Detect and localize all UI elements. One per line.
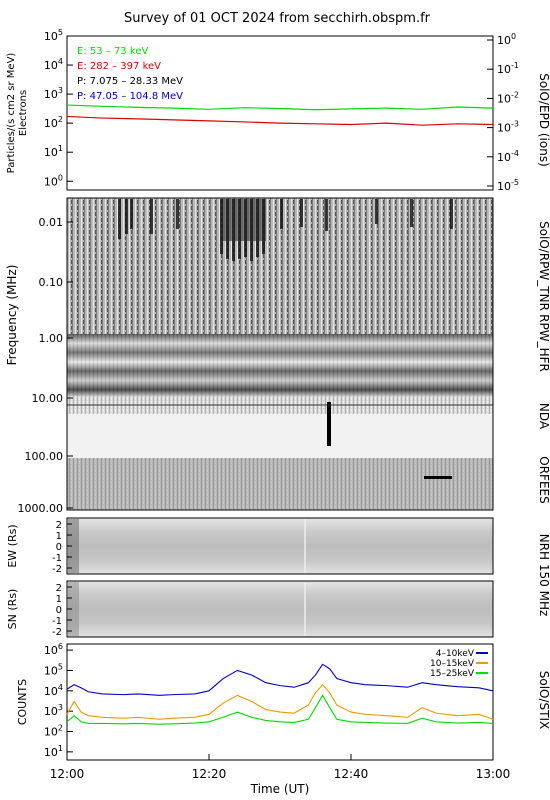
particles-right-tick-label: 10-5 (497, 178, 519, 193)
radio-burst (325, 199, 328, 231)
nrh-ytick-label: 2 (56, 520, 62, 531)
instrument-rpw-tnr: SolO/RPW_TNR (537, 221, 550, 311)
x-tick-label: 12:00 (50, 767, 85, 781)
radio-burst (130, 199, 133, 229)
stix-ylabel: COUNTS (16, 679, 29, 725)
stix-panel: 101 102 103 104 105 106 4–10keV10–15keV15–25k… (16, 642, 550, 796)
nrh-ytick-label: 0 (56, 542, 62, 553)
particles-right-tick-label: 10-3 (497, 120, 519, 135)
nrh-ytick-label: -1 (52, 553, 62, 564)
radio-burst (125, 199, 128, 234)
orfees-burst (424, 476, 452, 479)
x-tick-label: 12:40 (334, 767, 369, 781)
nda-burst (327, 402, 331, 446)
stix-ytick-label: 103 (44, 703, 63, 718)
x-tick-label: 12:20 (192, 767, 227, 781)
nrh-ytick-label: 1 (56, 531, 62, 542)
radio-burst (220, 199, 223, 254)
spectrogram-ytick-label: 1.00 (39, 332, 64, 345)
particles-legend-entry: E: 282 – 397 keV (77, 61, 161, 72)
particles-ylabel: Particles/(s cm2 sr MeV) (6, 53, 17, 174)
stix-ytick-label: 104 (44, 683, 63, 698)
chart-title: Survey of 01 OCT 2024 from secchirh.obsp… (124, 11, 431, 26)
spectrogram-ytick-label: 100.00 (25, 450, 64, 463)
nrh-ytick-label: 0 (56, 605, 62, 616)
particles-ytick-label: 103 (44, 86, 63, 101)
particles-panel: 100 101 102 103 104 105 10-5 10-4 10-3 10-2 10-1 10… (6, 28, 550, 193)
spectrogram-ytick-label: 10.00 (32, 392, 64, 405)
nrh-ytick-label: 1 (56, 594, 62, 605)
nrh-ytick-label: -1 (52, 616, 62, 627)
particles-ytick-label: 102 (44, 115, 63, 130)
radio-burst (280, 199, 283, 229)
instrument-orfees: ORFEES (537, 456, 550, 503)
radio-burst (375, 199, 378, 224)
particles-right-tick-label: 10-2 (497, 90, 519, 105)
stix-series-line (66, 663, 494, 696)
radio-burst (450, 199, 453, 229)
stix-series-line (66, 694, 494, 725)
stix-legend-label: 15–25keV (430, 669, 475, 679)
instrument-rpw-hfr: RPW_HFR (537, 314, 550, 372)
spectrogram-panel: 0.01 0.10 1.00 10.00 100.00 1000.00 Frequency… (5, 197, 550, 515)
radio-burst (410, 199, 413, 227)
spectrogram-ytick-label: 0.01 (39, 216, 64, 229)
particles-right-tick-label: 10-4 (497, 149, 519, 164)
nrh-ytick-label: 2 (56, 583, 62, 594)
nrh-ytick-label: -2 (52, 564, 62, 575)
nrh-sn-panel: 210-1-2 SN (Rs) (6, 580, 494, 638)
radio-burst (300, 199, 303, 227)
stix-ytick-label: 106 (44, 642, 63, 657)
stix-ytick-label: 101 (44, 744, 63, 759)
particles-legend-entry: P: 47.05 – 104.8 MeV (77, 91, 183, 102)
radio-burst-cluster (222, 199, 266, 241)
nrh-ew-panel: 210-1-2 EW (Rs) NRH 150 MHz (6, 517, 550, 617)
particles-legend-entry: P: 7.075 – 28.33 MeV (77, 76, 183, 87)
particles-ytick-label: 100 (44, 173, 63, 188)
x-tick-label: 13:00 (476, 767, 511, 781)
spectrogram-ytick-label: 1000.00 (18, 502, 64, 515)
stix-legend-label: 10–15keV (430, 659, 475, 669)
stix-right-label: SolO/STIX (537, 671, 550, 730)
instrument-nda: NDA (537, 403, 550, 430)
particles-ytick-label: 105 (44, 28, 63, 43)
radio-burst (150, 199, 153, 234)
spectrogram-ylabel: Frequency (MHz) (5, 265, 19, 366)
particles-series-line (66, 115, 494, 126)
radio-burst (118, 199, 121, 239)
nrh-ytick-label: -2 (52, 627, 62, 638)
nrh-ew-ylabel: EW (Rs) (6, 524, 19, 567)
nrh-sn-ylabel: SN (Rs) (6, 589, 19, 630)
particles-series-line (66, 104, 494, 111)
particles-ylabel-2: Electrons (18, 90, 29, 136)
spectrogram-ytick-label: 0.10 (39, 276, 64, 289)
particles-legend-entry: E: 53 – 73 keV (77, 46, 148, 57)
x-axis-label: Time (UT) (250, 782, 310, 796)
particles-right-tick-label: 10-1 (497, 61, 519, 76)
particles-ytick-label: 104 (44, 57, 63, 72)
stix-ytick-label: 102 (44, 724, 63, 739)
nrh-instrument-label: NRH 150 MHz (537, 534, 550, 617)
particles-right-tick-label: 100 (497, 32, 516, 47)
stix-series-line (66, 683, 494, 720)
particles-right-label: SolO/EPD (ions) (537, 73, 550, 167)
stix-legend-label: 4–10keV (436, 649, 475, 659)
stix-ytick-label: 105 (44, 662, 63, 677)
radio-burst (176, 199, 179, 229)
particles-ytick-label: 101 (44, 144, 63, 159)
